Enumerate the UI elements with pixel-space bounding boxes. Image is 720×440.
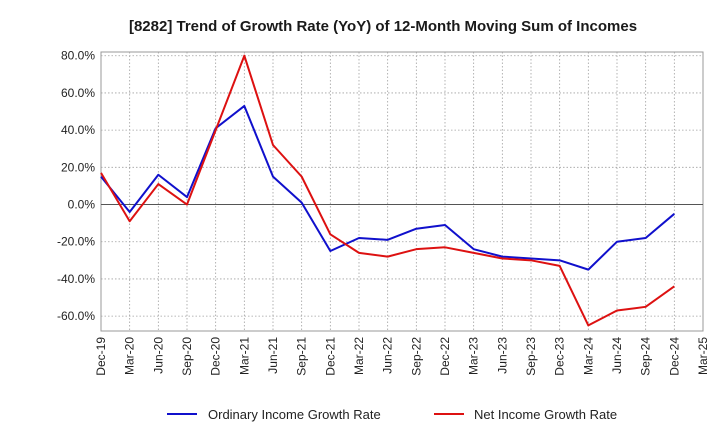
- y-tick-label: -60.0%: [57, 309, 95, 323]
- x-tick-label: Sep-23: [524, 337, 538, 376]
- x-tick-label: Jun-20: [151, 337, 165, 374]
- x-tick-label: Dec-20: [209, 337, 223, 376]
- x-tick-label: Dec-24: [667, 337, 681, 376]
- y-tick-label: 20.0%: [61, 160, 95, 174]
- chart-title: [8282] Trend of Growth Rate (YoY) of 12-…: [129, 18, 637, 35]
- series-layer: [100, 54, 675, 327]
- x-tick-label: Sep-22: [409, 337, 423, 376]
- y-tick-label: 80.0%: [61, 49, 95, 63]
- x-tick-label: Sep-21: [295, 337, 309, 376]
- y-tick-label: -20.0%: [57, 235, 95, 249]
- x-tick-label: Mar-20: [123, 337, 137, 375]
- y-tick-label: -40.0%: [57, 272, 95, 286]
- x-tick-label: Dec-22: [438, 337, 452, 376]
- x-tick-label: Jun-24: [610, 337, 624, 374]
- legend-label-1: Net Income Growth Rate: [474, 407, 617, 422]
- x-tick-label: Mar-21: [237, 337, 251, 375]
- x-tick-label: Jun-23: [495, 337, 509, 374]
- y-tick-label: 40.0%: [61, 123, 95, 137]
- x-tick-label: Mar-25: [696, 337, 710, 375]
- series-line-1: [100, 54, 675, 327]
- series-line-0: [100, 104, 675, 271]
- y-tick-label: 60.0%: [61, 86, 95, 100]
- x-tick-label: Dec-21: [323, 337, 337, 376]
- grid: [100, 51, 704, 332]
- axes: -60.0% -40.0% -20.0% 0.0% 20.0% 40.0% 60.0% 80.…: [57, 49, 710, 376]
- legend-label-0: Ordinary Income Growth Rate: [208, 407, 381, 422]
- x-tick-label: Mar-22: [352, 337, 366, 375]
- x-tick-label: Mar-23: [467, 337, 481, 375]
- plot-frame: [100, 51, 704, 332]
- x-tick-label: Jun-21: [266, 337, 280, 374]
- x-tick-label: Sep-24: [639, 337, 653, 376]
- x-tick-label: Sep-20: [180, 337, 194, 376]
- x-tick-label: Dec-23: [553, 337, 567, 376]
- y-tick-label: 0.0%: [68, 198, 96, 212]
- x-tick-label: Mar-24: [581, 337, 595, 375]
- x-tick-label: Jun-22: [381, 337, 395, 374]
- x-tick-label: Dec-19: [94, 337, 108, 376]
- legend: Ordinary Income Growth Rate Net Income Gr…: [167, 407, 617, 422]
